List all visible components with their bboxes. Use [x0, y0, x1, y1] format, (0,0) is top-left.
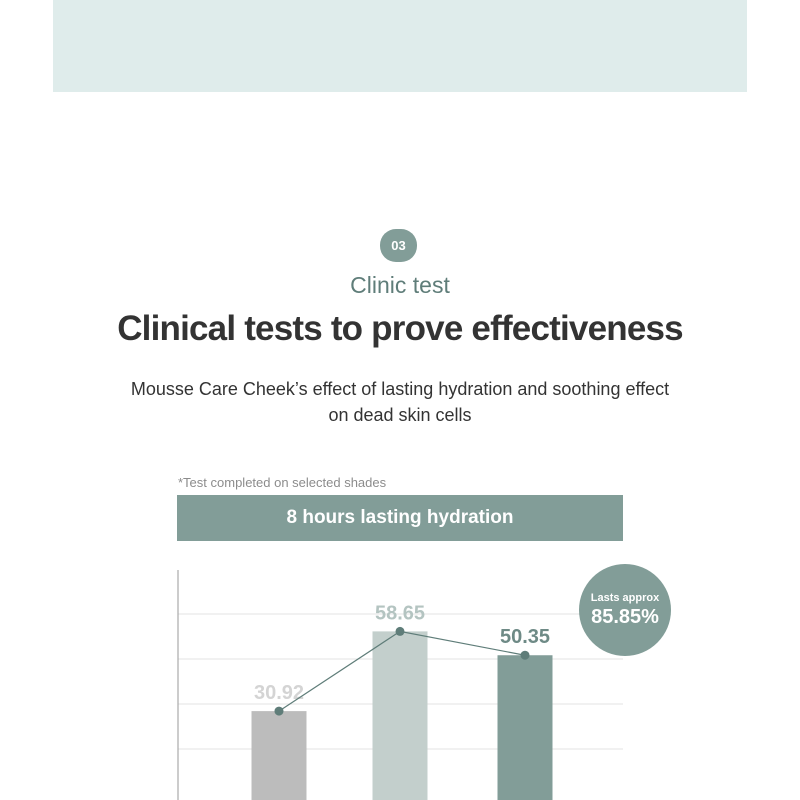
trend-point-2 [395, 626, 405, 636]
bar-2 [372, 631, 428, 800]
description-line-2: on dead skin cells [328, 405, 472, 425]
trend-point-3 [520, 650, 530, 660]
callout-label: Lasts approx [590, 591, 660, 604]
data-label-3: 50.35 [500, 626, 550, 648]
test-footnote: *Test completed on selected shades [178, 475, 387, 490]
section-description: Mousse Care Cheek’s effect of lasting hy… [0, 376, 800, 428]
callout-bubble: Lasts approx 85.85% [579, 564, 671, 656]
chart-title: 8 hours lasting hydration [177, 495, 623, 541]
data-label-2: 58.65 [375, 602, 425, 624]
bar-3 [497, 655, 553, 800]
top-banner [53, 0, 747, 92]
section-number-badge: 03 [380, 229, 417, 262]
description-line-1: Mousse Care Cheek’s effect of lasting hy… [130, 379, 670, 399]
data-label-1: 30.92 [254, 682, 304, 704]
section-eyebrow: Clinic test [350, 272, 450, 298]
trend-point-1 [274, 706, 284, 716]
bar-1 [251, 711, 307, 800]
callout-value: 85.85% [591, 605, 659, 628]
page-title: Clinical tests to prove effectiveness [117, 309, 683, 348]
